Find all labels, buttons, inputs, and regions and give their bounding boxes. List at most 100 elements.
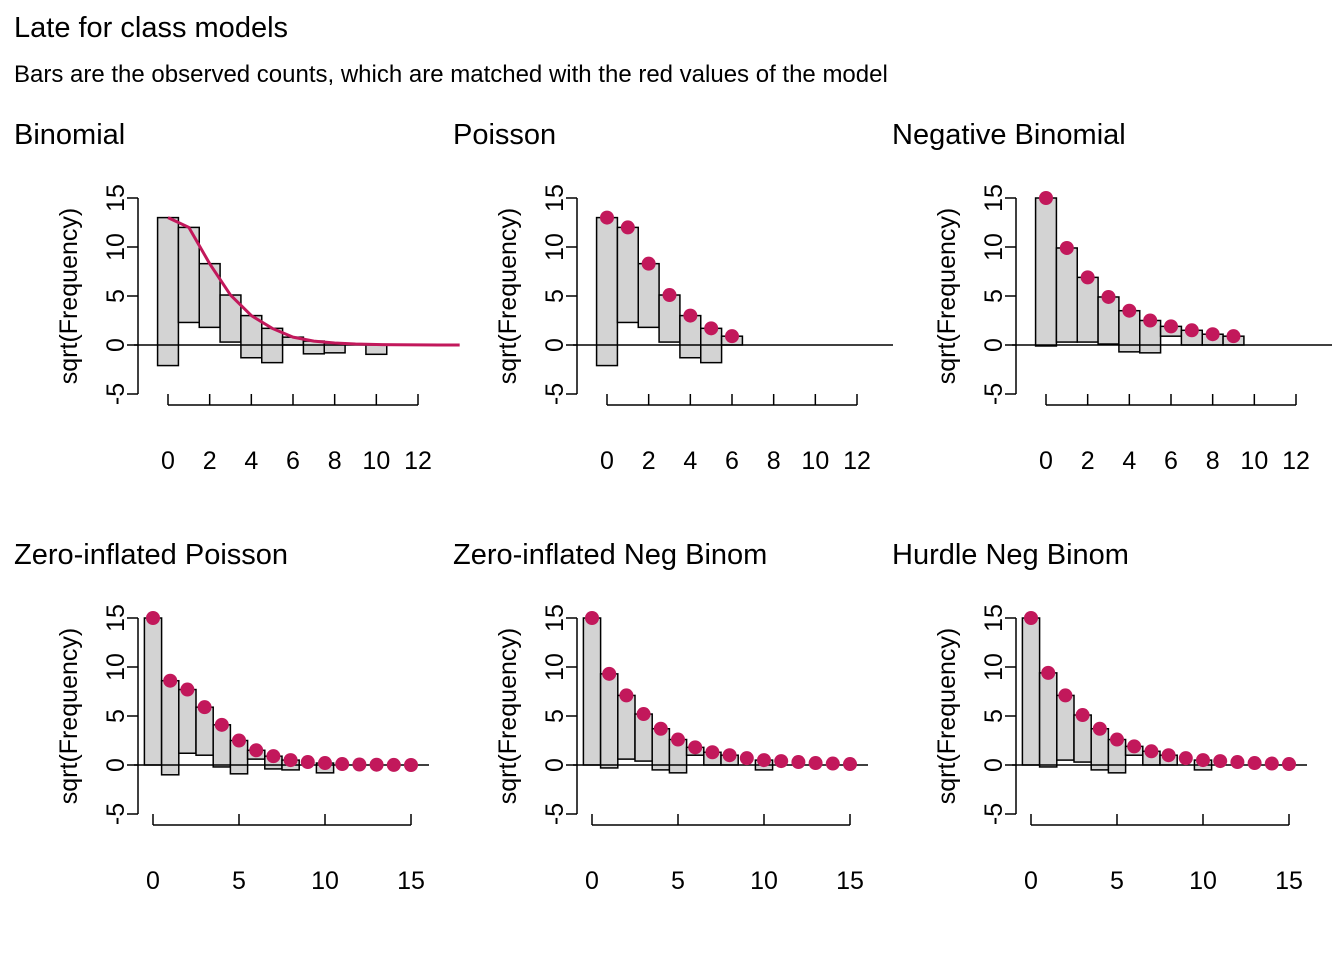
y-tick-label: 0 — [541, 758, 569, 772]
x-tick-label: 0 — [1024, 867, 1038, 895]
model-point — [641, 256, 656, 271]
chart-title: Hurdle Neg Binom — [892, 539, 1129, 571]
model-point — [1127, 739, 1142, 754]
y-tick-label: 5 — [980, 289, 1008, 303]
chart-panel-5: Zero-inflated Neg Binom -5 0 5 10 15 sqrt(Freq… — [453, 539, 868, 895]
model-point — [197, 700, 212, 715]
model-point — [266, 749, 281, 764]
observed-bar — [617, 694, 636, 760]
model-point — [335, 757, 350, 772]
model-point — [619, 688, 634, 703]
model-point — [1282, 757, 1296, 772]
x-tick-label: 0 — [600, 447, 614, 475]
model-point — [1196, 753, 1210, 768]
observed-bar — [156, 216, 180, 367]
model-point — [671, 732, 685, 747]
observed-bar — [599, 673, 619, 769]
model-point — [1039, 191, 1053, 205]
y-tick-label: 10 — [102, 233, 130, 261]
observed-bar — [1073, 714, 1092, 763]
y-tick-label: 0 — [980, 338, 1008, 352]
y-tick-label: 5 — [541, 289, 569, 303]
x-tick-label: 4 — [1122, 447, 1136, 475]
model-point — [653, 721, 668, 736]
y-tick-label: 5 — [541, 709, 569, 723]
x-tick-label: 0 — [161, 447, 175, 475]
x-tick-label: 2 — [203, 447, 217, 475]
x-tick-label: 4 — [683, 447, 697, 475]
model-point — [318, 756, 332, 771]
model-point — [1080, 270, 1095, 285]
observed-bar — [634, 713, 653, 762]
model-point — [705, 745, 720, 760]
model-point — [843, 757, 857, 772]
observed-bar — [240, 314, 263, 359]
x-tick-label: 5 — [671, 867, 685, 895]
x-tick-label: 12 — [1282, 447, 1310, 475]
y-tick-label: 10 — [980, 653, 1008, 681]
y-axis-label: sqrt(Frequency) — [933, 208, 961, 384]
model-point — [180, 682, 195, 697]
x-tick-label: 0 — [146, 867, 160, 895]
chart-title: Binomial — [14, 119, 125, 151]
page-subtitle: Bars are the observed counts, which are … — [14, 61, 888, 88]
model-point — [1122, 303, 1137, 318]
y-tick-label: 5 — [980, 709, 1008, 723]
model-point — [1247, 756, 1262, 771]
model-point — [300, 755, 315, 770]
model-point — [404, 758, 418, 772]
x-tick-label: 10 — [801, 447, 829, 475]
x-tick-label: 4 — [244, 447, 258, 475]
y-tick-label: -5 — [541, 803, 569, 825]
observed-bar — [582, 617, 602, 766]
model-point — [1164, 319, 1178, 334]
y-tick-label: 15 — [980, 604, 1008, 632]
observed-bar — [160, 679, 180, 776]
observed-bar — [637, 262, 660, 329]
model-point — [722, 748, 737, 763]
y-tick-label: 5 — [102, 709, 130, 723]
chart-title: Negative Binomial — [892, 119, 1126, 151]
x-tick-label: 2 — [642, 447, 656, 475]
y-tick-label: 15 — [980, 184, 1008, 212]
x-tick-label: 10 — [750, 867, 778, 895]
page-title: Late for class models — [14, 12, 289, 44]
y-tick-label: -5 — [980, 803, 1008, 825]
model-point — [232, 733, 246, 748]
observed-bar — [1097, 296, 1120, 345]
model-point — [825, 756, 840, 771]
model-point — [214, 717, 229, 732]
chart-panel-6: Hurdle Neg Binom -5 0 5 10 15 sqrt(Frequency) 0… — [892, 539, 1307, 895]
x-tick-label: 15 — [836, 867, 864, 895]
x-tick-label: 6 — [725, 447, 739, 475]
y-tick-label: 10 — [980, 233, 1008, 261]
y-tick-label: -5 — [541, 383, 569, 405]
model-point — [725, 329, 739, 344]
y-tick-label: 10 — [541, 233, 569, 261]
x-tick-label: 6 — [1164, 447, 1178, 475]
model-point — [1092, 721, 1107, 736]
model-point — [146, 611, 160, 625]
x-tick-label: 8 — [1206, 447, 1220, 475]
observed-bar — [1076, 276, 1099, 343]
y-axis-label: sqrt(Frequency) — [494, 628, 522, 804]
x-tick-label: 0 — [1039, 447, 1053, 475]
y-tick-label: -5 — [980, 383, 1008, 405]
model-curve — [167, 216, 460, 347]
observed-bar — [1034, 197, 1058, 347]
model-point — [1059, 240, 1074, 255]
y-tick-label: 15 — [102, 604, 130, 632]
y-tick-label: 0 — [541, 338, 569, 352]
model-point — [704, 321, 719, 336]
y-axis-label: sqrt(Frequency) — [55, 208, 83, 384]
x-tick-label: 15 — [1275, 867, 1303, 895]
x-tick-label: 12 — [843, 447, 871, 475]
x-tick-label: 8 — [767, 447, 781, 475]
model-point — [757, 753, 771, 768]
model-point — [1143, 313, 1158, 328]
chart-panel-4: Zero-inflated Poisson -5 0 5 10 15 sqrt(Freque… — [14, 539, 429, 895]
y-tick-label: 5 — [102, 289, 130, 303]
